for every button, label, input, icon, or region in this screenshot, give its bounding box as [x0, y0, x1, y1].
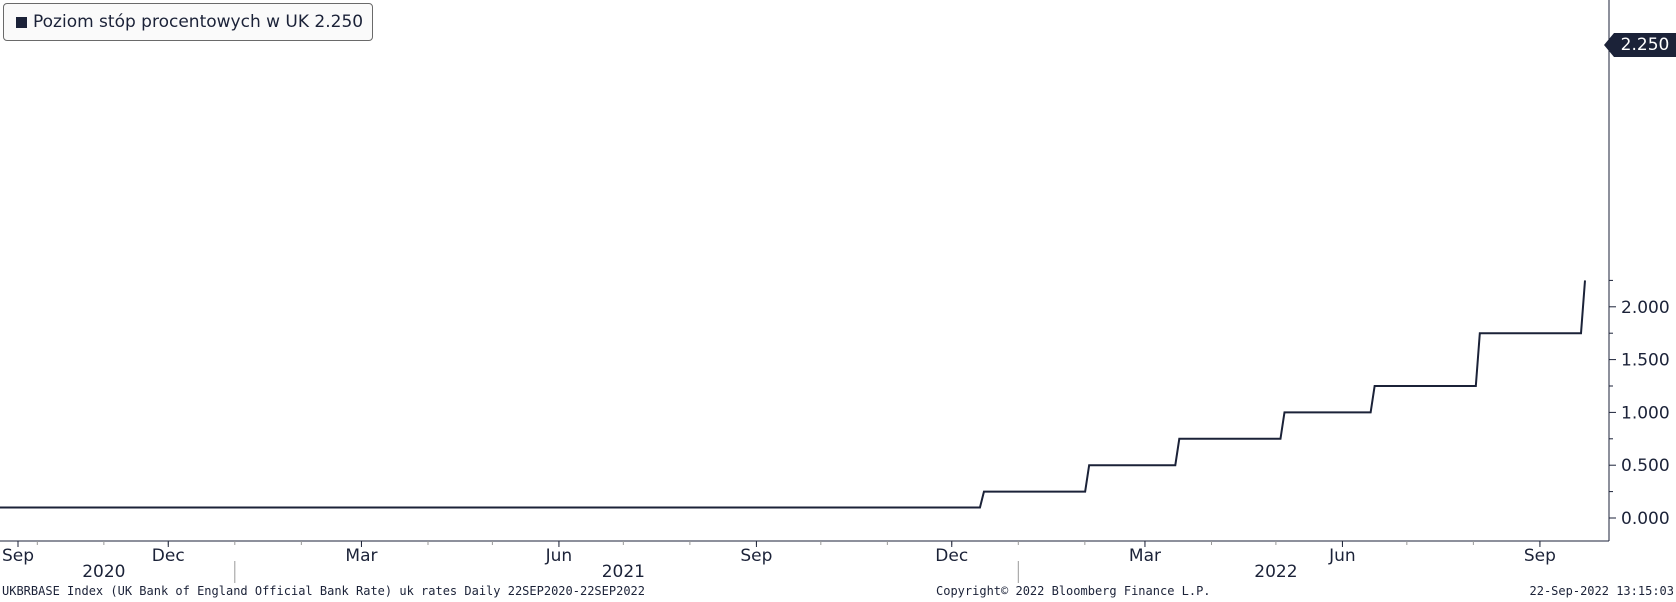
x-year-label: 2021: [602, 562, 645, 582]
x-tick-label: Mar: [1129, 546, 1161, 566]
x-tick-label: Sep: [740, 546, 772, 566]
x-tick-label: Jun: [545, 546, 573, 566]
y-tick-label: 0.500: [1621, 456, 1670, 476]
x-year-label: 2022: [1254, 562, 1297, 582]
x-tick-label: Dec: [935, 546, 968, 566]
series-layer: [0, 280, 1586, 509]
legend: Poziom stóp procentowych w UK 2.250: [3, 3, 374, 41]
legend-label: Poziom stóp procentowych w UK 2.250: [33, 12, 364, 32]
plot-frame: [0, 0, 1610, 542]
y-tick-label: 2.000: [1621, 298, 1670, 318]
footer-copyright: Copyright© 2022 Bloomberg Finance L.P.: [936, 584, 1211, 598]
legend-swatch: [16, 16, 27, 28]
x-year-label: 2020: [82, 562, 125, 582]
y-tick-label: 0.000: [1621, 509, 1670, 529]
y-tick-label: 1.000: [1621, 403, 1670, 423]
footer-timestamp: 22-Sep-2022 13:15:03: [1529, 584, 1675, 598]
last-value-tag: 2.250: [1604, 33, 1676, 57]
x-tick-label: Mar: [345, 546, 377, 566]
y-axis: 0.000 0.500 1.000 1.500 2.000: [1609, 279, 1670, 529]
footer-source: UKBRBASE Index (UK Bank of England Offic…: [2, 584, 645, 598]
x-tick-label: Sep: [2, 546, 34, 566]
y-tick-label: 1.500: [1621, 351, 1670, 371]
x-tick-label: Jun: [1328, 546, 1356, 566]
series-line: [0, 280, 1586, 509]
x-tick-label: Dec: [152, 546, 185, 566]
x-tick-label: Sep: [1524, 546, 1556, 566]
x-axis: Sep Dec Mar Jun Sep Dec Mar Jun Sep 2020 2021 2022: [2, 541, 1556, 583]
